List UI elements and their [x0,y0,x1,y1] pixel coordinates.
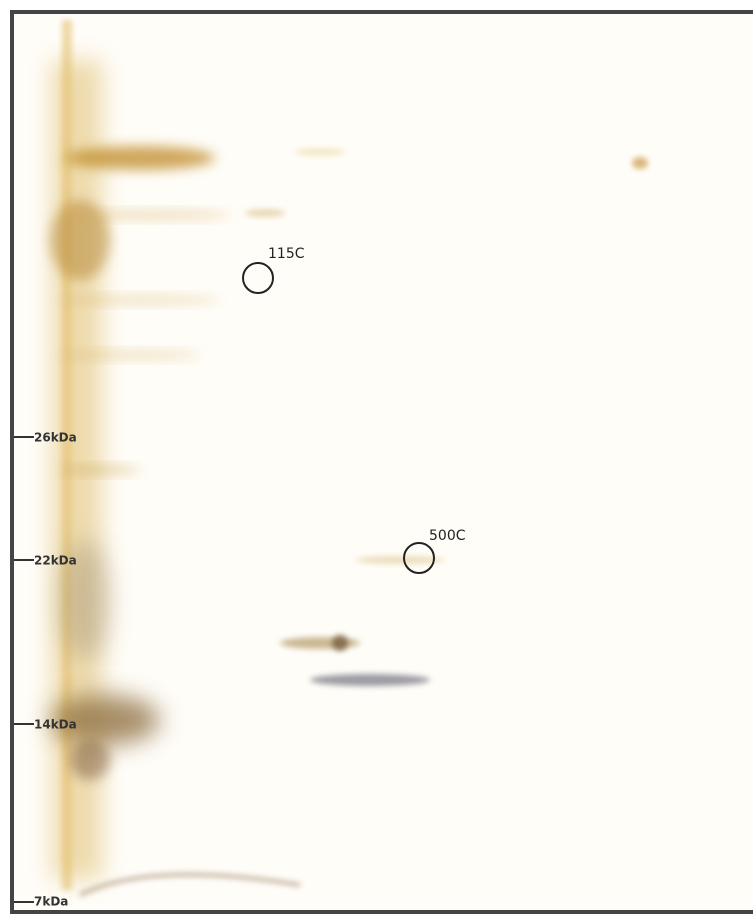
marker-label: 22kDa [34,554,77,568]
gel-image: 26kDa 22kDa 14kDa 7kDa 115C 500C [0,0,753,914]
marker-label: 26kDa [34,431,77,445]
marker-label: 7kDa [34,895,68,909]
marker-label: 14kDa [34,718,77,732]
spot-label: 500C [429,528,466,544]
page: 26kDa 22kDa 14kDa 7kDa 115C 500C (() => … [0,0,753,914]
spot-label: 115C [268,246,305,262]
